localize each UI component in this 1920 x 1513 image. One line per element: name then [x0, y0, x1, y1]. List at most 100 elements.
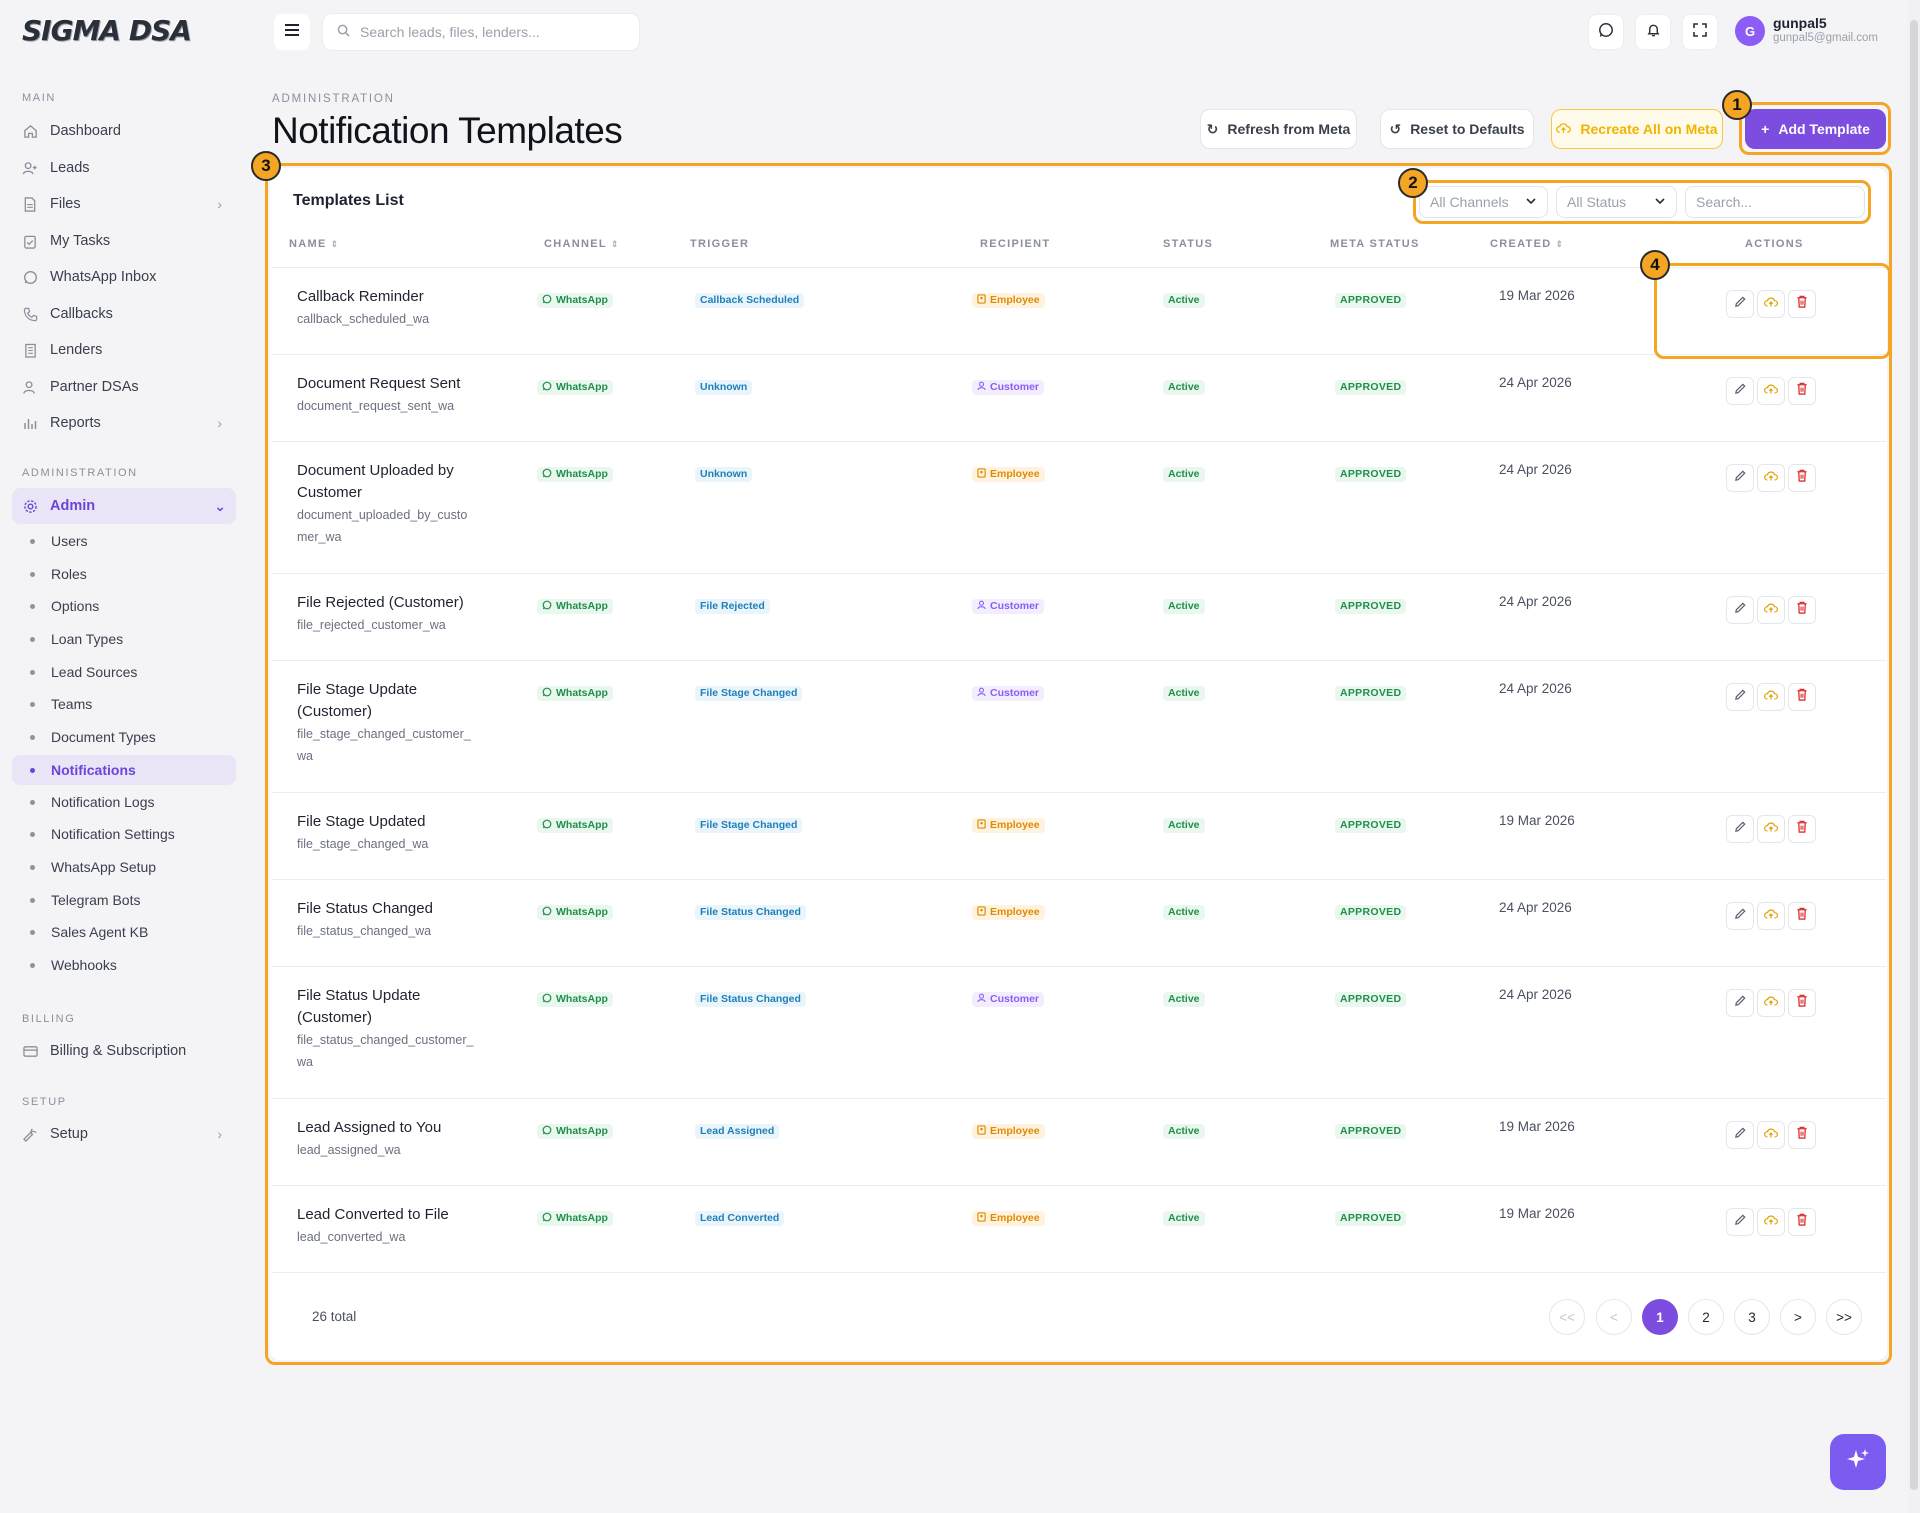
sidebar-item-whatsapp-inbox[interactable]: WhatsApp Inbox [22, 262, 232, 292]
sidebar-subitem-roles[interactable]: Roles [30, 560, 230, 588]
template-name[interactable]: Document Request Sent [297, 375, 461, 392]
sidebar-subitem-options[interactable]: Options [30, 592, 230, 620]
edit-button[interactable] [1726, 1121, 1754, 1149]
delete-button[interactable] [1788, 290, 1816, 318]
sidebar-item-reports[interactable]: Reports › [22, 408, 232, 438]
sidebar-subitem-notification-logs[interactable]: Notification Logs [30, 788, 230, 816]
table-row[interactable]: File Rejected (Customer) file_rejected_c… [272, 574, 1886, 661]
delete-button[interactable] [1788, 683, 1816, 711]
push-to-meta-button[interactable] [1757, 377, 1785, 405]
add-template-button[interactable]: + Add Template [1745, 109, 1886, 149]
sidebar-subitem-document-types[interactable]: Document Types [30, 723, 230, 751]
last-page-button[interactable]: >> [1826, 1299, 1862, 1335]
template-name[interactable]: File Status Changed [297, 900, 433, 917]
edit-button[interactable] [1726, 1208, 1754, 1236]
push-to-meta-button[interactable] [1757, 596, 1785, 624]
sidebar-subitem-sales-agent-kb[interactable]: Sales Agent KB [30, 918, 230, 946]
template-name[interactable]: File Stage Update (Customer) [297, 681, 418, 720]
edit-button[interactable] [1726, 464, 1754, 492]
next-page-button[interactable]: > [1780, 1299, 1816, 1335]
recreate-all-on-meta-button[interactable]: Recreate All on Meta [1551, 109, 1723, 149]
edit-button[interactable] [1726, 683, 1754, 711]
delete-button[interactable] [1788, 464, 1816, 492]
template-name[interactable]: File Rejected (Customer) [297, 594, 464, 611]
avatar[interactable]: G [1735, 16, 1765, 46]
table-row[interactable]: Document Request Sent document_request_s… [272, 355, 1886, 442]
scrollbar-thumb[interactable] [1910, 20, 1918, 1490]
sidebar-item-dashboard[interactable]: Dashboard [22, 116, 232, 146]
push-to-meta-button[interactable] [1757, 989, 1785, 1017]
page-1-button[interactable]: 1 [1642, 1299, 1678, 1335]
sidebar-subitem-loan-types[interactable]: Loan Types [30, 625, 230, 653]
edit-button[interactable] [1726, 989, 1754, 1017]
page-2-button[interactable]: 2 [1688, 1299, 1724, 1335]
prev-page-button[interactable]: < [1596, 1299, 1632, 1335]
template-name[interactable]: Document Uploaded by Customer [297, 462, 454, 501]
template-name[interactable]: Lead Assigned to You [297, 1119, 442, 1136]
sidebar-subitem-notifications[interactable]: Notifications [12, 755, 236, 785]
edit-button[interactable] [1726, 815, 1754, 843]
push-to-meta-button[interactable] [1757, 683, 1785, 711]
push-to-meta-button[interactable] [1757, 1208, 1785, 1236]
table-row[interactable]: Document Uploaded by Customer document_u… [272, 442, 1886, 574]
sidebar-item-callbacks[interactable]: Callbacks [22, 299, 232, 329]
sidebar-item-setup[interactable]: Setup › [22, 1119, 232, 1149]
edit-button[interactable] [1726, 290, 1754, 318]
template-name[interactable]: Lead Converted to File [297, 1206, 449, 1223]
column-header-channel[interactable]: CHANNEL ⇕ [544, 238, 620, 250]
template-name[interactable]: File Stage Updated [297, 813, 426, 830]
delete-button[interactable] [1788, 1208, 1816, 1236]
user-name[interactable]: gunpal5 [1773, 15, 1827, 31]
push-to-meta-button[interactable] [1757, 290, 1785, 318]
fullscreen-button[interactable] [1682, 14, 1718, 50]
template-name[interactable]: Callback Reminder [297, 288, 424, 305]
edit-button[interactable] [1726, 902, 1754, 930]
whatsapp-button[interactable] [1588, 14, 1624, 50]
sidebar-item-admin[interactable]: Admin ⌄ [12, 488, 236, 524]
channel-filter-select[interactable]: All Channels [1419, 186, 1548, 218]
delete-button[interactable] [1788, 902, 1816, 930]
column-header-name[interactable]: NAME ⇕ [289, 238, 339, 250]
sidebar-item-partner-dsas[interactable]: Partner DSAs [22, 372, 232, 402]
first-page-button[interactable]: << [1549, 1299, 1585, 1335]
table-row[interactable]: Lead Converted to File lead_converted_wa… [272, 1186, 1886, 1273]
table-row[interactable]: Lead Assigned to You lead_assigned_wa Wh… [272, 1099, 1886, 1186]
delete-button[interactable] [1788, 596, 1816, 624]
sidebar-subitem-webhooks[interactable]: Webhooks [30, 951, 230, 979]
delete-button[interactable] [1788, 377, 1816, 405]
sidebar-subitem-users[interactable]: Users [30, 527, 230, 555]
status-filter-select[interactable]: All Status [1556, 186, 1677, 218]
push-to-meta-button[interactable] [1757, 902, 1785, 930]
table-search-input[interactable]: Search... [1685, 186, 1865, 218]
edit-button[interactable] [1726, 596, 1754, 624]
sidebar-item-leads[interactable]: Leads [22, 153, 232, 183]
push-to-meta-button[interactable] [1757, 1121, 1785, 1149]
page-3-button[interactable]: 3 [1734, 1299, 1770, 1335]
column-header-created[interactable]: CREATED ⇕ [1490, 238, 1564, 250]
sidebar-item-billing[interactable]: Billing & Subscription [22, 1036, 232, 1066]
app-logo[interactable]: SIGMA DSA [22, 14, 192, 47]
table-row[interactable]: File Status Update (Customer) file_statu… [272, 967, 1886, 1099]
global-search-input[interactable]: Search leads, files, lenders... [322, 13, 640, 51]
table-row[interactable]: Callback Reminder callback_scheduled_wa … [272, 268, 1886, 355]
sidebar-item-lenders[interactable]: Lenders [22, 335, 232, 365]
sidebar-subitem-teams[interactable]: Teams [30, 690, 230, 718]
sidebar-item-files[interactable]: Files › [22, 189, 232, 219]
table-row[interactable]: File Stage Update (Customer) file_stage_… [272, 661, 1886, 793]
sidebar-subitem-lead-sources[interactable]: Lead Sources [30, 658, 230, 686]
table-row[interactable]: File Status Changed file_status_changed_… [272, 880, 1886, 967]
refresh-from-meta-button[interactable]: ↻ Refresh from Meta [1200, 109, 1357, 149]
sidebar-item-my-tasks[interactable]: My Tasks [22, 226, 232, 256]
sidebar-subitem-telegram-bots[interactable]: Telegram Bots [30, 886, 230, 914]
notifications-button[interactable] [1635, 14, 1671, 50]
menu-toggle-button[interactable] [274, 14, 310, 50]
ai-assistant-button[interactable] [1830, 1434, 1886, 1490]
push-to-meta-button[interactable] [1757, 464, 1785, 492]
sidebar-subitem-whatsapp-setup[interactable]: WhatsApp Setup [30, 853, 230, 881]
template-name[interactable]: File Status Update (Customer) [297, 987, 421, 1026]
table-row[interactable]: File Stage Updated file_stage_changed_wa… [272, 793, 1886, 880]
delete-button[interactable] [1788, 815, 1816, 843]
sidebar-subitem-notification-settings[interactable]: Notification Settings [30, 820, 230, 848]
edit-button[interactable] [1726, 377, 1754, 405]
push-to-meta-button[interactable] [1757, 815, 1785, 843]
